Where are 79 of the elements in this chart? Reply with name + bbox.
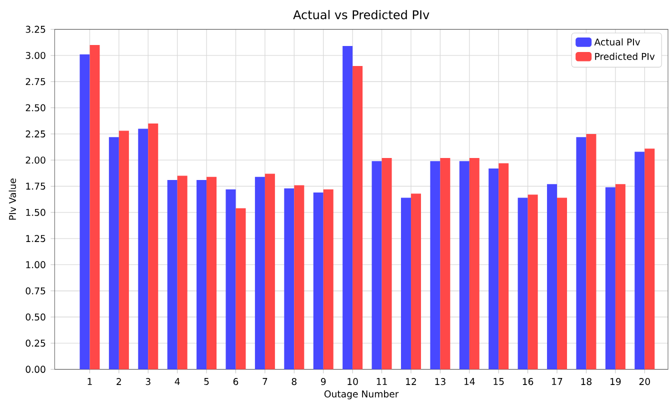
y-tick-label: 0.25 xyxy=(26,340,46,347)
x-tick-label: 2 xyxy=(116,378,121,386)
x-tick-label: 11 xyxy=(376,378,387,386)
bar xyxy=(226,190,236,370)
bar xyxy=(177,176,188,370)
y-tick-label: 1.50 xyxy=(26,209,46,216)
bar xyxy=(400,198,411,370)
x-tick-label: 15 xyxy=(494,378,504,386)
x-tick-label: 3 xyxy=(146,378,150,386)
x-tick-label: 5 xyxy=(204,378,209,386)
y-tick-label: 0.50 xyxy=(26,314,46,321)
bar xyxy=(372,161,382,370)
bar xyxy=(605,187,616,370)
bar xyxy=(430,161,440,370)
chart-title: Actual vs Predicted PIv xyxy=(293,10,430,20)
bar xyxy=(284,188,294,370)
bar xyxy=(236,208,246,370)
bar xyxy=(576,137,586,370)
y-tick-label: 2.50 xyxy=(26,104,46,112)
y-tick-label: 1.25 xyxy=(26,235,46,242)
bar xyxy=(313,192,324,370)
y-tick-label: 0.00 xyxy=(26,366,46,374)
x-tick-label: 18 xyxy=(581,378,592,386)
bar xyxy=(294,185,304,370)
bar xyxy=(342,46,353,370)
y-tick-label: 1.75 xyxy=(26,182,46,190)
bar xyxy=(254,177,265,370)
bar xyxy=(352,66,363,370)
bar xyxy=(382,158,392,370)
x-tick-label: 12 xyxy=(406,378,416,386)
y-axis-title: PIv Value xyxy=(8,178,16,220)
bar xyxy=(118,130,129,370)
bar xyxy=(586,134,596,370)
y-tick-label: 0.75 xyxy=(26,288,46,295)
legend-label: Predicted PIv xyxy=(595,52,655,60)
bar xyxy=(488,168,499,370)
bar xyxy=(644,148,655,370)
bar xyxy=(518,198,528,370)
y-tick-label: 3.00 xyxy=(26,52,46,60)
x-tick-label: 8 xyxy=(292,378,296,386)
bar xyxy=(547,184,558,370)
bar xyxy=(440,158,450,370)
x-tick-label: 13 xyxy=(435,378,446,386)
x-tick-label: 17 xyxy=(552,378,562,386)
x-tick-label: 4 xyxy=(174,378,180,386)
bar xyxy=(148,124,158,370)
bar xyxy=(108,137,119,370)
bar xyxy=(264,174,275,370)
y-tick-label: 1.00 xyxy=(26,261,46,268)
y-tick-label: 2.25 xyxy=(26,130,46,138)
bar xyxy=(459,161,470,370)
x-axis-title: Outage Number xyxy=(324,390,399,400)
bar xyxy=(469,158,480,370)
bar xyxy=(557,198,568,370)
legend-label: Actual PIv xyxy=(594,38,640,46)
bar xyxy=(167,180,178,370)
bar xyxy=(528,194,538,370)
bar xyxy=(498,163,509,370)
y-tick-label: 2.75 xyxy=(26,78,46,86)
bar xyxy=(206,177,217,370)
x-tick-label: 10 xyxy=(348,378,358,386)
x-tick-label: 6 xyxy=(233,378,238,386)
bar xyxy=(323,190,334,370)
bar xyxy=(615,184,626,370)
x-tick-label: 7 xyxy=(262,378,268,386)
bar xyxy=(634,152,645,370)
bar xyxy=(80,54,90,370)
x-tick-label: 16 xyxy=(522,378,534,386)
y-tick-label: 3.25 xyxy=(26,26,46,34)
x-tick-label: 20 xyxy=(639,378,650,386)
bar xyxy=(196,180,207,370)
bar xyxy=(90,45,100,370)
bar xyxy=(410,194,421,370)
x-tick-label: 9 xyxy=(320,378,326,386)
x-tick-label: 1 xyxy=(88,378,92,386)
y-tick-label: 2.00 xyxy=(26,156,46,164)
x-tick-label: 14 xyxy=(464,378,475,386)
bar xyxy=(138,128,148,370)
x-tick-label: 19 xyxy=(610,378,621,386)
